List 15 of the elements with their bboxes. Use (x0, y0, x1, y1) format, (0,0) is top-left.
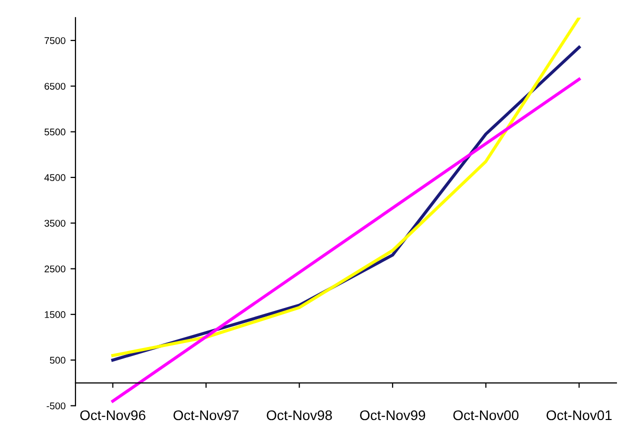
x-tick-label: Oct-Nov97 (174, 410, 239, 420)
x-tick-label: Oct-Nov98 (266, 410, 332, 420)
x-tick-label: Oct-Nov96 (80, 410, 146, 420)
x-tick-label: Oct-Nov00 (453, 410, 518, 420)
y-tick-label: 500 (50, 356, 66, 364)
y-tick-label: 5500 (44, 128, 66, 136)
y-tick-label: 7500 (44, 37, 66, 44)
y-tick-label: 4500 (44, 174, 66, 182)
x-tick-label: Oct-Nov99 (360, 410, 426, 420)
x-tick-label: Oct-Nov01 (546, 410, 612, 420)
y-tick-label: 3500 (44, 220, 66, 227)
y-tick-label: 1500 (44, 311, 66, 318)
y-tick-label: 6500 (44, 82, 66, 90)
y-tick-label: 2500 (44, 265, 66, 272)
y-tick-label: -500 (46, 402, 66, 410)
